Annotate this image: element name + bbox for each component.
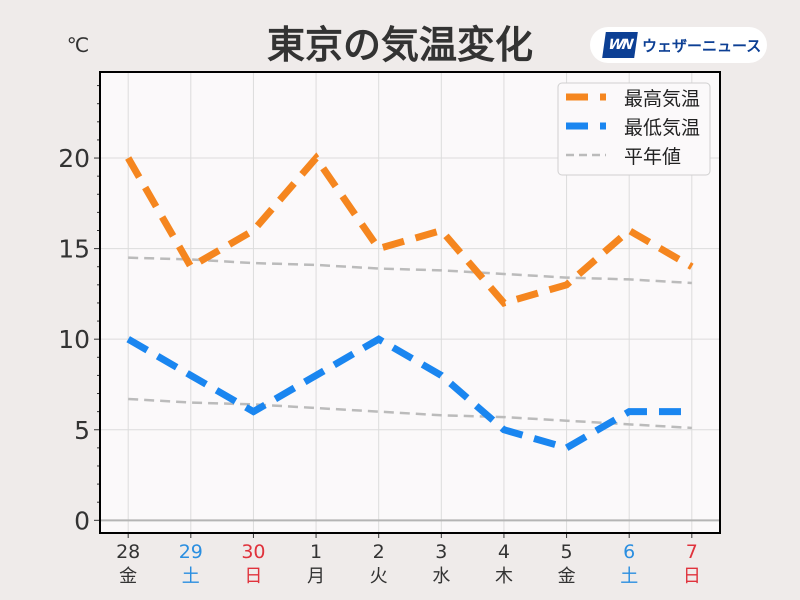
x-tick-weekday: 火 xyxy=(370,566,388,587)
series-line-2 xyxy=(128,256,692,285)
brand-name: ウェザーニュース xyxy=(642,36,762,55)
legend-label: 最高気温 xyxy=(624,88,700,110)
x-tick-weekday: 水 xyxy=(432,566,450,587)
y-tick-label: 20 xyxy=(58,144,90,173)
x-tick-day: 3 xyxy=(435,541,447,563)
x-tick-weekday: 金 xyxy=(558,566,576,587)
x-tick-day: 4 xyxy=(498,541,510,563)
legend-label: 平年値 xyxy=(624,146,681,168)
chart-title: 東京の気温変化 xyxy=(267,23,533,67)
series-line-1 xyxy=(126,335,692,452)
x-tick-day: 7 xyxy=(686,541,698,563)
x-tick-weekday: 木 xyxy=(495,566,513,587)
x-tick-weekday: 土 xyxy=(182,566,200,587)
x-tick-day: 1 xyxy=(310,541,322,563)
weathernews-logo: WN ウェザーニュース xyxy=(590,27,767,63)
series-line-3 xyxy=(128,397,692,430)
legend-label: 最低気温 xyxy=(624,117,700,139)
y-tick-label: 10 xyxy=(58,325,90,354)
x-tick-weekday: 土 xyxy=(620,566,638,587)
x-tick-weekday: 日 xyxy=(244,566,262,587)
x-tick-day: 2 xyxy=(373,541,385,563)
wn-logo-icon: WN xyxy=(602,32,638,58)
legend-box xyxy=(557,82,711,176)
x-tick-day: 6 xyxy=(623,541,635,563)
x-tick-day: 29 xyxy=(179,541,203,563)
x-tick-day: 5 xyxy=(561,541,573,563)
y-tick-label: 15 xyxy=(58,235,90,264)
x-tick-weekday: 月 xyxy=(307,566,325,587)
x-tick-day: 28 xyxy=(116,541,140,563)
x-tick-weekday: 日 xyxy=(683,566,701,587)
x-tick-weekday: 金 xyxy=(119,566,137,587)
y-tick-label: 0 xyxy=(74,506,90,535)
y-tick-label: 5 xyxy=(74,416,90,445)
x-tick-day: 30 xyxy=(241,541,265,563)
plot-frame xyxy=(99,71,721,534)
y-axis-unit: ℃ xyxy=(67,33,89,57)
